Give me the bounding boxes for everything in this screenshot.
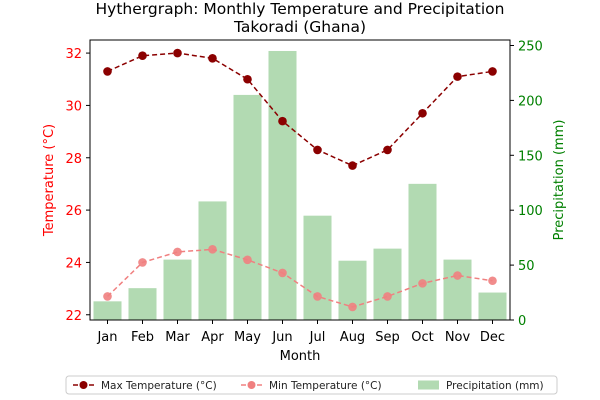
min-temp-point-jul xyxy=(313,292,322,301)
x-tick-label: May xyxy=(234,330,261,345)
temperature-lines xyxy=(103,48,497,312)
legend-item-max: Max Temperature (°C) xyxy=(73,380,217,392)
max-temp-point-feb xyxy=(138,51,147,61)
min-temp-point-dec xyxy=(488,276,497,286)
x-tick-label: Feb xyxy=(131,330,154,345)
precip-bar-dec xyxy=(478,292,507,320)
max-temp-point-apr xyxy=(208,54,217,63)
chart-title: Hythergraph: Monthly Temperature and Pre… xyxy=(96,0,505,18)
legend-label: Max Temperature (°C) xyxy=(101,380,217,392)
y-left-tick-label: 30 xyxy=(65,99,82,114)
max-temp-point-may xyxy=(243,74,252,84)
max-temp-line xyxy=(107,52,493,167)
min-temp-line xyxy=(106,248,493,308)
x-tick-label: Apr xyxy=(201,330,224,345)
chart-subtitle: Takoradi (Ghana) xyxy=(233,18,366,36)
x-tick-label: Jul xyxy=(309,330,326,345)
x-tick-label: Jun xyxy=(271,330,292,345)
min-temp-point-mar xyxy=(173,247,182,257)
max-temp-point-aug xyxy=(348,161,357,170)
y-right-tick-label: 150 xyxy=(518,149,543,164)
precip-bar-apr xyxy=(198,201,227,320)
min-temp-point-aug xyxy=(348,302,357,312)
precipitation-bars xyxy=(93,50,507,320)
legend-item-min: Min Temperature (°C) xyxy=(241,380,382,392)
precip-bar-mar xyxy=(163,259,192,320)
min-temp-point-feb xyxy=(138,258,147,267)
min-temp-point-nov xyxy=(453,271,462,280)
y-right-tick-label: 250 xyxy=(518,39,543,54)
legend-label: Precipitation (mm) xyxy=(446,380,544,392)
precip-bar-feb xyxy=(128,288,157,320)
axes: Jan Feb Mar Apr May Jun Jul Aug Sep Oct Nov Dec 22 24… xyxy=(65,39,542,345)
precip-bar-jan xyxy=(93,301,122,320)
y-axis-left-title: Temperature (°C) xyxy=(42,124,57,237)
precip-bar-sep xyxy=(373,248,402,320)
min-temp-point-oct xyxy=(418,279,427,288)
y-left-tick-label: 24 xyxy=(65,256,82,271)
max-temp-point-sep xyxy=(383,145,392,155)
y-right-tick-label: 0 xyxy=(518,314,526,329)
min-temp-point-jan xyxy=(103,292,112,301)
max-temp-point-jun xyxy=(278,116,287,126)
x-tick-label: Oct xyxy=(411,330,433,345)
y-axis-right-title: Precipitation (mm) xyxy=(552,120,567,241)
legend-label: Min Temperature (°C) xyxy=(269,380,382,392)
max-temp-point-nov xyxy=(453,72,462,81)
max-temp-point-jul xyxy=(313,145,322,155)
max-temp-point-oct xyxy=(418,108,427,118)
legend-swatch-bar xyxy=(418,380,439,390)
y-right-tick-label: 200 xyxy=(518,94,543,109)
min-temp-point-may xyxy=(243,255,252,265)
min-temp-point-jun xyxy=(278,268,287,278)
precip-bar-oct xyxy=(408,183,437,320)
y-right-tick-label: 100 xyxy=(518,204,543,219)
y-left-tick-label: 32 xyxy=(65,47,82,62)
x-tick-label: Mar xyxy=(165,330,190,345)
max-temp-point-dec xyxy=(488,67,497,76)
precip-bar-nov xyxy=(443,259,472,320)
min-temp-point-apr xyxy=(208,245,217,254)
precip-bar-jul xyxy=(303,215,332,320)
y-left-tick-label: 26 xyxy=(65,204,82,219)
y-right-tick-label: 50 xyxy=(518,259,535,274)
plot-frame xyxy=(89,39,511,321)
x-tick-label: Sep xyxy=(375,330,400,345)
y-left-tick-label: 28 xyxy=(65,152,82,167)
legend-item-precip: Precipitation (mm) xyxy=(418,380,544,392)
x-tick-label: Dec xyxy=(480,330,505,345)
precip-bar-jun xyxy=(268,50,297,320)
y-left-tick-label: 22 xyxy=(65,309,82,324)
legend-swatch-marker xyxy=(247,381,256,389)
x-axis-title: Month xyxy=(280,349,321,364)
x-tick-label: Nov xyxy=(445,330,471,345)
min-temp-point-sep xyxy=(383,292,392,301)
max-temp-point-jan xyxy=(103,67,112,76)
x-tick-label: Aug xyxy=(340,330,365,345)
precip-bar-may xyxy=(233,94,262,320)
legend: Max Temperature (°C) Min Temperature (°C)… xyxy=(65,375,558,395)
max-temp-point-mar xyxy=(173,48,182,58)
legend-swatch-marker xyxy=(79,381,88,389)
x-tick-label: Jan xyxy=(96,330,117,345)
